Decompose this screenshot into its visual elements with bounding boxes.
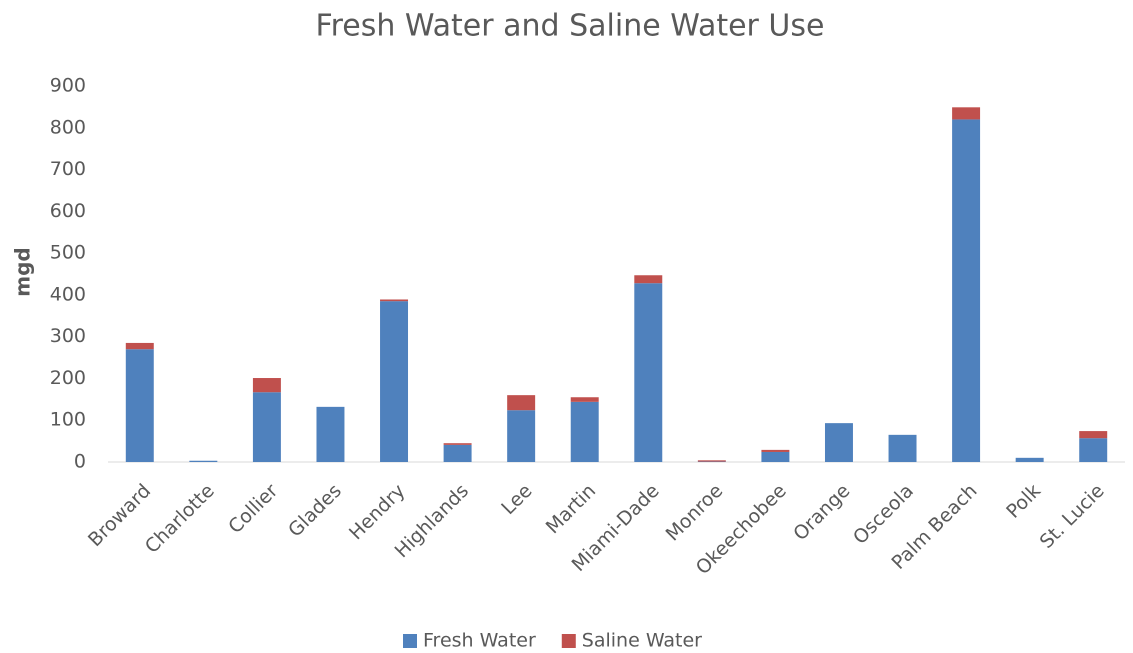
legend-label: Fresh Water [423, 630, 536, 652]
x-tick-label: Collier [224, 480, 282, 538]
bar-segment [697, 460, 726, 462]
bar-segment [634, 283, 663, 462]
y-tick-label: 900 [50, 75, 86, 97]
x-tick-label: Orange [789, 480, 854, 545]
bar-segment [443, 444, 472, 462]
bar-segment [189, 460, 218, 462]
bar-segment [761, 451, 790, 462]
x-tick-label: Glades [284, 480, 346, 542]
bar-segment [570, 401, 599, 462]
chart-title: Fresh Water and Saline Water Use [316, 9, 825, 44]
bar-segment [380, 301, 409, 462]
bar-segment [1079, 431, 1108, 439]
legend-swatch [403, 634, 417, 648]
x-tick-label: Monroe [662, 480, 728, 546]
y-tick-label: 700 [50, 158, 86, 180]
bar-segment [252, 392, 281, 462]
bar-segment [1015, 457, 1044, 462]
x-tick-label: Martin [542, 480, 600, 538]
bar-segment [507, 395, 536, 411]
legend-label: Saline Water [582, 630, 702, 652]
y-tick-label: 600 [50, 200, 86, 222]
x-tick-label: St. Lucie [1036, 480, 1109, 553]
x-tick-label: Charlotte [141, 480, 219, 558]
x-tick-label: Hendry [345, 480, 409, 544]
bar-segment [634, 275, 663, 284]
y-tick-label: 800 [50, 116, 86, 138]
bar-segment [125, 349, 154, 462]
bar-segment [125, 342, 154, 350]
y-axis-title: mgd [11, 247, 35, 296]
legend-swatch [561, 634, 576, 648]
bar-segment [380, 299, 409, 302]
x-tick-label: Lee [497, 480, 536, 519]
bar-segment [316, 406, 345, 462]
bar-segment [1079, 438, 1108, 462]
bar-segment [952, 107, 981, 120]
bar-segment [952, 119, 981, 462]
bar-segment [824, 423, 853, 462]
bar-segment [443, 443, 472, 445]
bar-segment [570, 397, 599, 402]
bar-segment [888, 434, 917, 462]
y-tick-label: 100 [50, 409, 86, 431]
y-tick-label: 400 [50, 283, 86, 305]
y-tick-label: 200 [50, 367, 86, 389]
bar-segment [252, 378, 281, 393]
bar-segment [761, 449, 790, 452]
x-tick-label: Polk [1002, 480, 1045, 523]
y-tick-label: 500 [50, 242, 86, 264]
bar-segment [507, 410, 536, 462]
y-tick-label: 0 [74, 451, 86, 473]
y-tick-label: 300 [50, 325, 86, 347]
